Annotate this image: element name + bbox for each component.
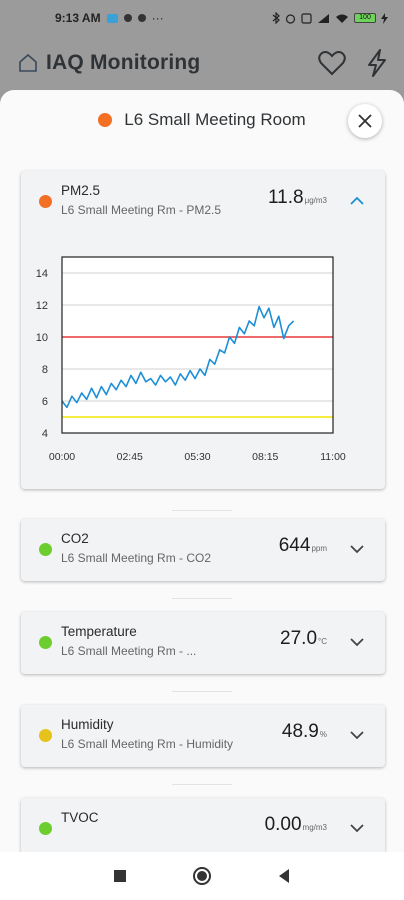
metric-status-dot — [39, 729, 52, 742]
metric-unit: % — [319, 730, 327, 739]
plot-frame — [61, 256, 334, 434]
metric-name: CO2 — [61, 531, 89, 546]
chevron-down-icon[interactable] — [349, 636, 365, 648]
back-button[interactable] — [277, 868, 291, 884]
metric-card-tvoc[interactable]: TVOC 0.00 mg/m3 — [21, 798, 385, 852]
metric-card-header[interactable]: TVOC 0.00 mg/m3 — [21, 798, 385, 852]
metric-card-pm25: PM2.5 L6 Small Meeting Rm - PM2.5 11.8 μg… — [21, 171, 385, 489]
metric-unit: μg/m3 — [304, 196, 327, 205]
metric-value-number: 48.9 — [281, 721, 319, 742]
status-time: 9:13 AM — [55, 11, 101, 25]
metric-value-number: 11.8 — [268, 187, 304, 208]
y-tick-label: 10 — [36, 332, 48, 344]
room-title: L6 Small Meeting Room — [124, 110, 306, 129]
room-detail-sheet: L6 Small Meeting Room PM2.5 L6 Small Mee… — [0, 90, 404, 852]
y-tick-label: 6 — [42, 396, 48, 408]
nfc-icon — [301, 12, 312, 24]
metric-card-header[interactable]: PM2.5 L6 Small Meeting Rm - PM2.5 11.8 μg… — [21, 171, 385, 233]
divider — [172, 598, 232, 599]
chevron-down-icon[interactable] — [349, 729, 365, 741]
metric-value: 27.0 °C — [280, 628, 327, 650]
x-tick-label: 05:30 — [184, 451, 210, 463]
lightning-icon[interactable] — [366, 49, 388, 77]
metric-card-header[interactable]: Humidity L6 Small Meeting Rm - Humidity … — [21, 705, 385, 767]
y-tick-label: 4 — [42, 428, 48, 440]
divider — [172, 784, 232, 785]
plot-area — [62, 257, 333, 433]
divider — [172, 510, 232, 511]
home-icon[interactable] — [18, 53, 38, 73]
chevron-down-icon[interactable] — [349, 822, 365, 834]
metric-status-dot — [39, 195, 52, 208]
bluetooth-icon — [272, 12, 280, 24]
metric-value: 644 ppm — [279, 535, 327, 557]
metric-name: TVOC — [61, 810, 99, 825]
x-tick-label: 02:45 — [117, 451, 143, 463]
x-tick-label: 00:00 — [49, 451, 75, 463]
close-icon — [358, 114, 372, 128]
y-tick-label: 8 — [42, 364, 48, 376]
metric-name: PM2.5 — [61, 183, 101, 198]
app-title: IAQ Monitoring — [46, 51, 201, 74]
x-tick-label: 11:00 — [320, 451, 346, 463]
y-tick-label: 12 — [36, 300, 48, 312]
metric-value: 48.9% — [282, 721, 327, 743]
metric-card-header[interactable]: Temperature L6 Small Meeting Rm - ... 27… — [21, 612, 385, 674]
metric-status-dot — [39, 636, 52, 649]
metric-value-number: 0.00 — [264, 814, 302, 835]
more-notifications-icon: ··· — [151, 11, 164, 25]
favorite-icon[interactable] — [318, 50, 346, 76]
metric-card-humidity[interactable]: Humidity L6 Small Meeting Rm - Humidity … — [21, 705, 385, 767]
metric-card-temperature[interactable]: Temperature L6 Small Meeting Rm - ... 27… — [21, 612, 385, 674]
recent-apps-button[interactable] — [113, 869, 127, 883]
status-bar: 9:13 AM ··· 100 — [0, 0, 404, 36]
battery-icon: 100 — [354, 13, 376, 23]
metric-value: 11.8 μg/m3 — [268, 187, 327, 209]
room-status-dot — [98, 113, 113, 127]
metric-subtitle: L6 Small Meeting Rm - CO2 — [61, 551, 212, 565]
metric-name: Humidity — [61, 717, 114, 732]
notification-app-icon — [106, 13, 118, 23]
metric-unit: mg/m3 — [302, 823, 327, 832]
metric-value-number: 27.0 — [280, 628, 318, 649]
metric-status-dot — [39, 543, 52, 556]
close-button[interactable] — [348, 104, 382, 138]
system-nav-bar — [0, 852, 404, 900]
y-tick-label: 14 — [36, 268, 48, 280]
metric-unit: ppm — [311, 544, 327, 553]
home-button[interactable] — [192, 866, 212, 886]
series-line — [61, 305, 295, 409]
notification-icon — [123, 14, 132, 22]
metric-card-co2[interactable]: CO2 L6 Small Meeting Rm - CO2 644 ppm — [21, 519, 385, 581]
x-tick-label: 08:15 — [252, 451, 278, 463]
metric-subtitle: L6 Small Meeting Rm - ... — [61, 644, 197, 658]
metric-subtitle: L6 Small Meeting Rm - Humidity — [61, 737, 234, 751]
wifi-icon — [336, 14, 348, 23]
metric-name: Temperature — [61, 624, 137, 639]
message-icon — [137, 14, 146, 22]
pm25-chart: 4 6 8 10 12 14 00:00 02:45 05:30 08:15 11:00 — [36, 256, 346, 463]
chevron-down-icon[interactable] — [349, 543, 365, 555]
metric-value-number: 644 — [278, 535, 311, 556]
metric-unit: °C — [318, 637, 327, 646]
chevron-up-icon[interactable] — [349, 195, 365, 207]
metric-status-dot — [39, 822, 52, 835]
metric-card-header[interactable]: CO2 L6 Small Meeting Rm - CO2 644 ppm — [21, 519, 385, 581]
alarm-icon — [285, 13, 296, 24]
metric-value: 0.00 mg/m3 — [265, 814, 327, 836]
divider — [172, 691, 232, 692]
sheet-header: L6 Small Meeting Room — [0, 100, 404, 140]
charging-icon — [381, 12, 388, 24]
app-bar: IAQ Monitoring — [0, 36, 404, 90]
signal-icon — [318, 13, 329, 23]
metric-subtitle: L6 Small Meeting Rm - PM2.5 — [61, 203, 222, 217]
